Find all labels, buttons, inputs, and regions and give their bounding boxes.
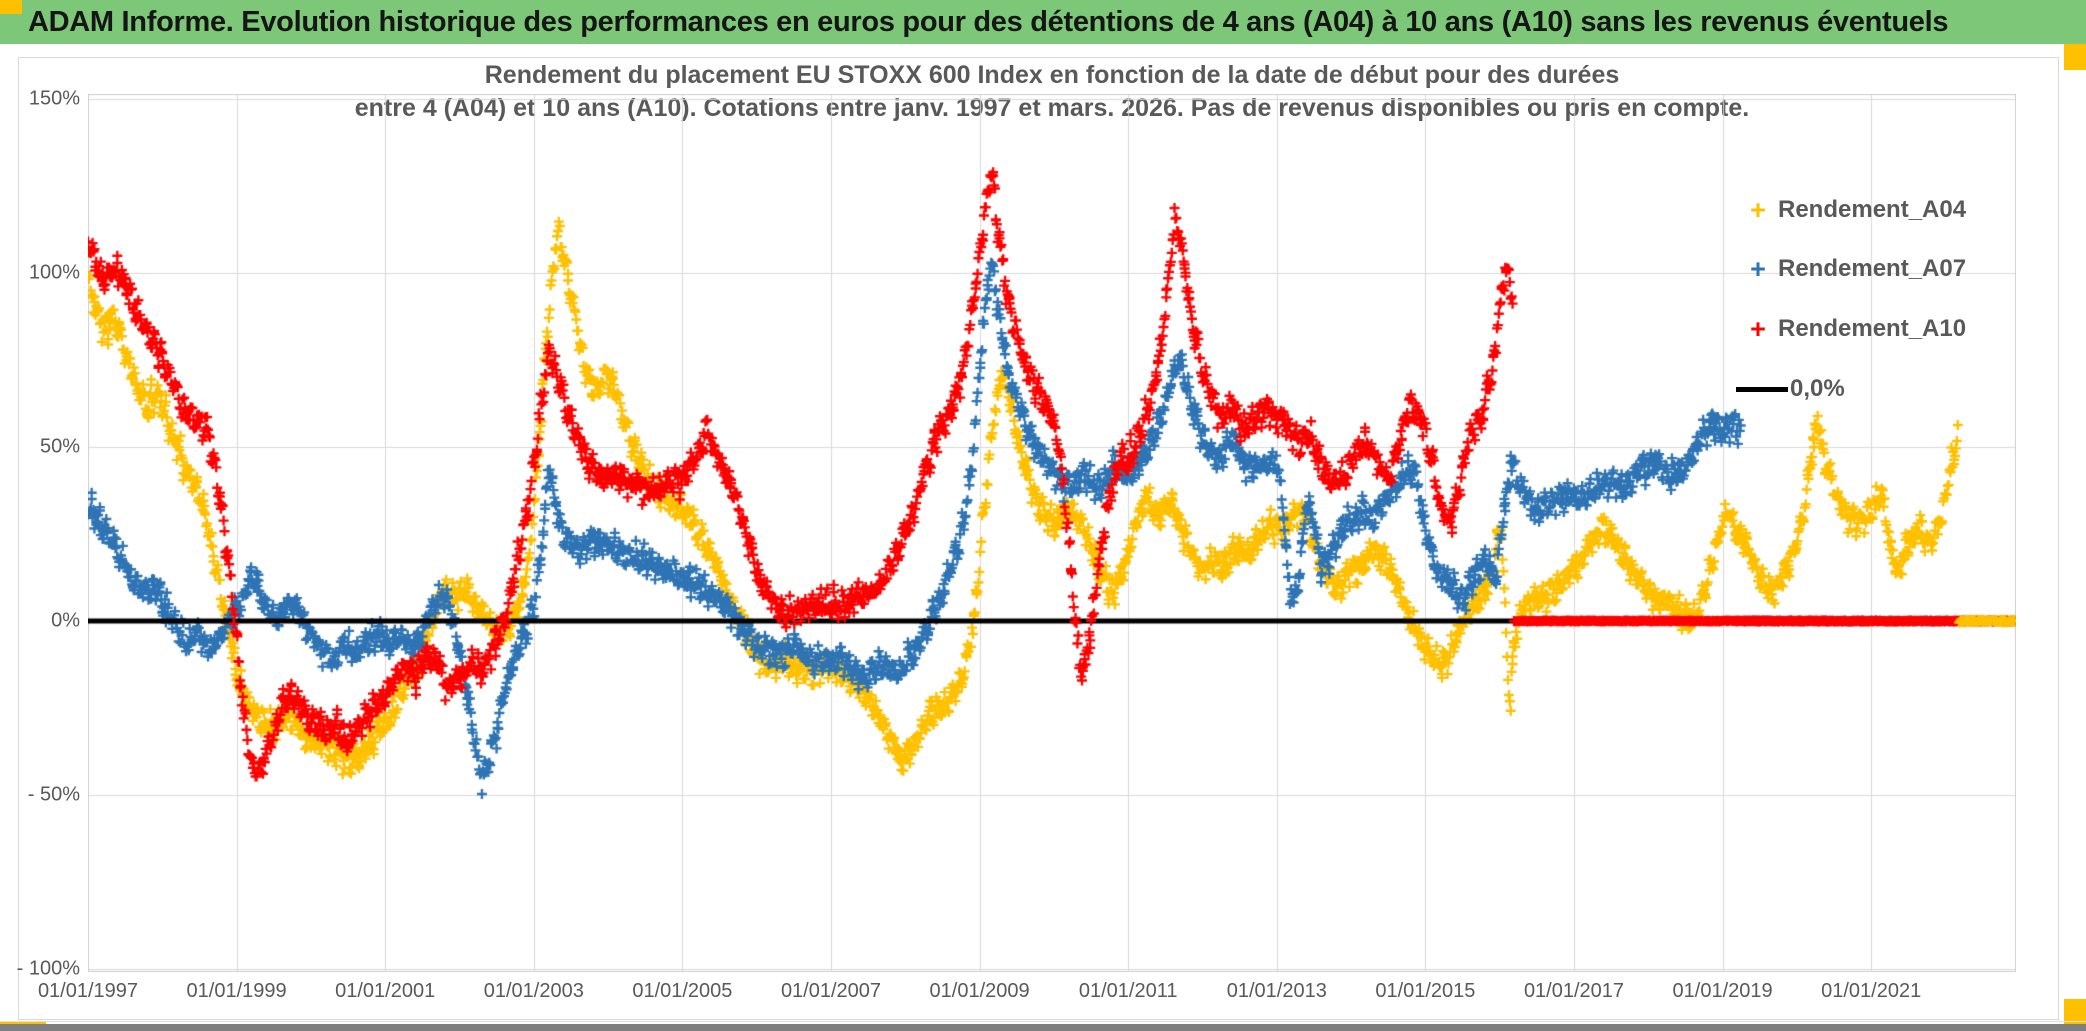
legend-item-rendement-a04[interactable]: + Rendement_A04 [1748, 194, 1966, 226]
x-tick-label: 01/01/2015 [1375, 980, 1476, 1002]
x-tick-label: 01/01/2005 [632, 980, 733, 1002]
legend-label: 0,0% [1790, 375, 1845, 402]
bottom-divider [0, 1021, 2086, 1022]
x-tick-label: 01/01/2009 [929, 980, 1030, 1002]
y-tick-label: 150% [28, 87, 80, 110]
x-tick-label: 01/01/2017 [1523, 980, 1625, 1002]
plus-marker-icon: + [1750, 195, 1766, 225]
y-tick-label: - 50% [27, 783, 80, 806]
title-bar: ADAM Informe. Evolution historique des p… [0, 0, 2086, 44]
x-tick-label: 01/01/2003 [483, 980, 584, 1002]
y-tick-label: 100% [28, 261, 80, 284]
plus-marker-icon: + [1750, 254, 1766, 284]
legend-item-rendement-a07[interactable]: + Rendement_A07 [1748, 253, 1966, 285]
chart-title-line-1: Rendement du placement EU STOXX 600 Inde… [484, 61, 1620, 89]
y-tick-label: 0% [51, 609, 80, 632]
x-tick-label: 01/01/1997 [37, 980, 139, 1002]
legend-item-0-0-[interactable]: 0,0% [1736, 373, 1845, 405]
gold-accent-bottom-right [2064, 999, 2086, 1031]
chart-canvas[interactable] [88, 94, 2016, 972]
bottom-bar [0, 1024, 2086, 1031]
page-title: ADAM Informe. Evolution historique des p… [28, 5, 1949, 38]
x-tick-label: 01/01/2021 [1821, 980, 1922, 1002]
x-tick-label: 01/01/2019 [1672, 980, 1773, 1002]
plus-marker-icon: + [1750, 314, 1766, 344]
x-tick-label: 01/01/2013 [1226, 980, 1327, 1002]
x-tick-label: 01/01/2007 [780, 980, 882, 1002]
legend-label: Rendement_A04 [1778, 196, 1967, 223]
gold-accent-top-right [2064, 44, 2086, 70]
x-tick-label: 01/01/1999 [186, 980, 287, 1002]
y-tick-label: 50% [39, 435, 80, 458]
y-tick-label: - 100% [16, 957, 80, 980]
legend-label: Rendement_A07 [1778, 255, 1967, 282]
gold-accent-top-left [0, 0, 22, 14]
legend-label: Rendement_A10 [1778, 315, 1967, 342]
x-tick-label: 01/01/2011 [1078, 980, 1178, 1002]
zero-line-swatch [1736, 386, 1788, 392]
legend-item-rendement-a10[interactable]: + Rendement_A10 [1748, 313, 1966, 345]
x-tick-label: 01/01/2001 [335, 980, 436, 1002]
